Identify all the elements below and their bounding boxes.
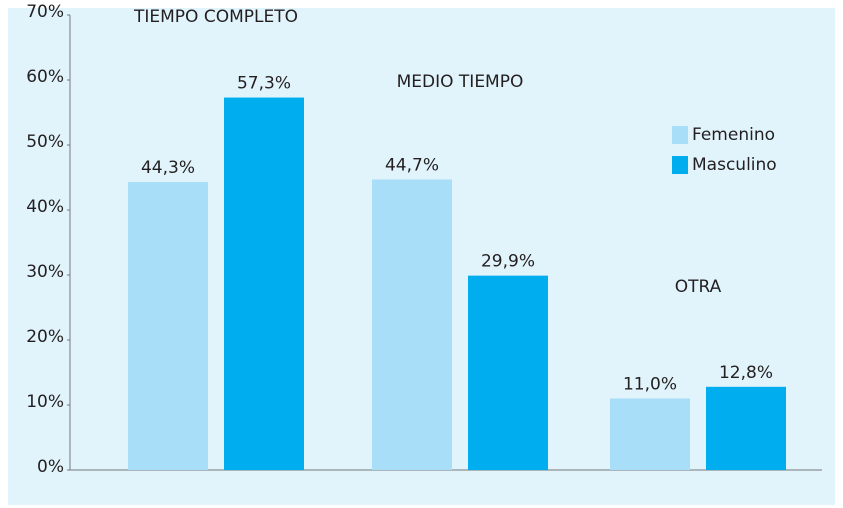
y-tick-label: 50% — [26, 132, 64, 152]
y-tick-label: 30% — [26, 262, 64, 282]
bar — [610, 398, 690, 470]
category-label: TIEMPO COMPLETO — [133, 7, 298, 27]
bar — [468, 275, 548, 470]
bar — [706, 386, 786, 470]
value-label: 29,9% — [481, 252, 535, 272]
value-label: 44,3% — [141, 158, 195, 178]
bar — [128, 182, 208, 471]
y-tick-label: 0% — [37, 457, 64, 477]
y-tick-label: 70% — [26, 2, 64, 22]
value-label: 44,7% — [385, 155, 439, 175]
legend-swatch — [672, 126, 688, 144]
value-label: 57,3% — [237, 74, 291, 94]
legend-swatch — [672, 156, 688, 174]
y-tick-label: 40% — [26, 197, 64, 217]
bar — [372, 179, 452, 470]
value-label: 11,0% — [623, 375, 677, 395]
y-tick-label: 20% — [26, 327, 64, 347]
value-label: 12,8% — [719, 363, 773, 383]
category-label: OTRA — [675, 277, 722, 297]
bar — [224, 97, 304, 471]
y-tick-label: 60% — [26, 67, 64, 87]
category-label: MEDIO TIEMPO — [397, 72, 524, 92]
y-tick-label: 10% — [26, 392, 64, 412]
legend-label: Masculino — [692, 155, 777, 175]
legend-label: Femenino — [692, 125, 775, 145]
